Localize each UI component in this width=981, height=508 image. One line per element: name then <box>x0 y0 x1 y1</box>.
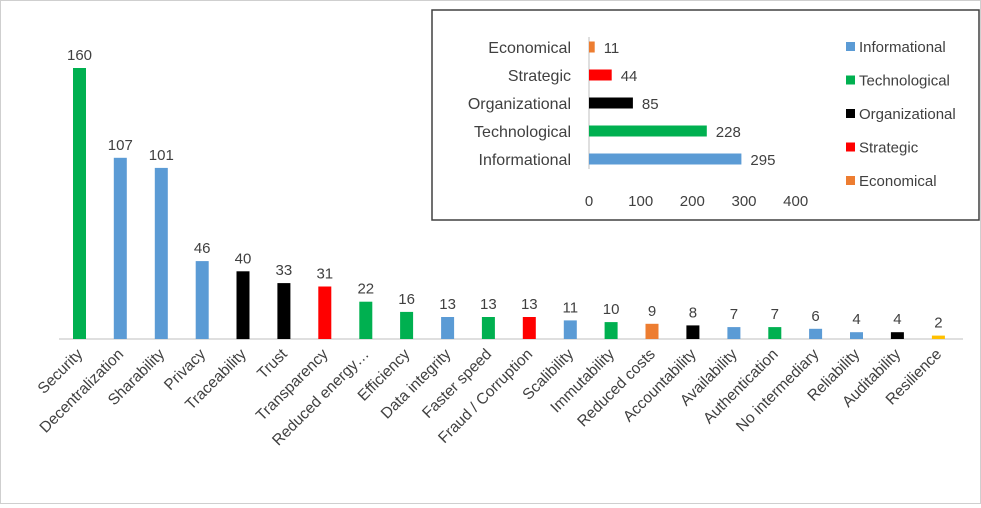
data-label: 13 <box>480 296 497 313</box>
data-label: 13 <box>439 296 456 313</box>
legend-label: Economical <box>859 173 937 190</box>
bar <box>589 153 742 165</box>
legend-label: Informational <box>859 39 946 56</box>
data-label: 16 <box>398 291 415 308</box>
data-label: 107 <box>108 137 133 154</box>
y-tick-label: Informational <box>479 152 572 169</box>
x-tick-label: 300 <box>731 193 756 210</box>
data-label: 101 <box>149 147 174 164</box>
legend-swatch <box>846 176 855 185</box>
bar <box>890 332 904 339</box>
bar <box>589 41 595 53</box>
data-label: 33 <box>276 262 293 279</box>
x-tick-label: Trust <box>254 345 291 382</box>
bar <box>589 97 633 109</box>
y-tick-label: Strategic <box>508 68 571 85</box>
inset-bar-chart: Economical 11 Strategic 44 Organizational 85 T… <box>431 9 980 221</box>
data-label: 6 <box>811 308 819 325</box>
data-label: 46 <box>194 240 211 257</box>
bar <box>604 322 618 339</box>
y-tick-label: Organizational <box>468 96 571 113</box>
bar <box>154 167 168 339</box>
data-label: 40 <box>235 250 252 267</box>
data-label: 11 <box>604 40 620 57</box>
bar <box>481 317 495 339</box>
bar <box>236 271 250 340</box>
data-label: 9 <box>648 303 656 320</box>
bar <box>563 320 577 339</box>
data-label: 228 <box>716 124 741 141</box>
bar <box>359 301 373 339</box>
x-tick-label: 0 <box>585 193 593 210</box>
bar <box>809 328 823 339</box>
data-label: 4 <box>852 311 860 328</box>
x-tick-label: 100 <box>628 193 653 210</box>
data-label: 4 <box>893 311 901 328</box>
bar <box>727 327 741 339</box>
data-label: 160 <box>67 47 92 64</box>
data-label: 11 <box>563 299 579 316</box>
legend-label: Strategic <box>859 140 919 157</box>
data-label: 7 <box>730 306 738 323</box>
data-label: 22 <box>357 281 374 298</box>
x-tick-label: 400 <box>783 193 808 210</box>
bar <box>441 317 455 339</box>
x-tick-label: Transparency <box>253 346 332 425</box>
bar <box>589 69 612 81</box>
bar <box>850 332 863 339</box>
bar <box>73 68 86 339</box>
y-tick-label: Economical <box>488 40 571 57</box>
data-label: 295 <box>750 152 775 169</box>
bar <box>768 327 782 339</box>
x-tick-label: 200 <box>680 193 705 210</box>
data-label: 8 <box>689 304 697 321</box>
bar <box>686 325 700 339</box>
legend-swatch <box>846 142 855 152</box>
inset-border <box>431 9 980 221</box>
bar <box>113 157 127 339</box>
bar <box>589 125 707 137</box>
bar <box>277 283 291 339</box>
y-tick-label: Technological <box>474 124 571 141</box>
bar <box>931 335 945 339</box>
legend-label: Organizational <box>859 106 956 123</box>
data-label: 2 <box>934 315 942 332</box>
legend-swatch <box>846 75 855 85</box>
data-label: 85 <box>642 96 659 113</box>
data-label: 31 <box>316 266 333 283</box>
bar <box>195 261 209 339</box>
data-label: 7 <box>771 306 779 323</box>
data-label: 10 <box>603 301 620 318</box>
legend-swatch <box>846 109 855 118</box>
data-label: 13 <box>521 296 538 313</box>
bar <box>318 286 332 339</box>
legend-swatch <box>846 42 855 51</box>
bar <box>522 317 536 339</box>
data-label: 44 <box>621 68 638 85</box>
bar <box>645 323 659 339</box>
legend-label: Technological <box>859 73 950 90</box>
bar <box>400 311 414 339</box>
